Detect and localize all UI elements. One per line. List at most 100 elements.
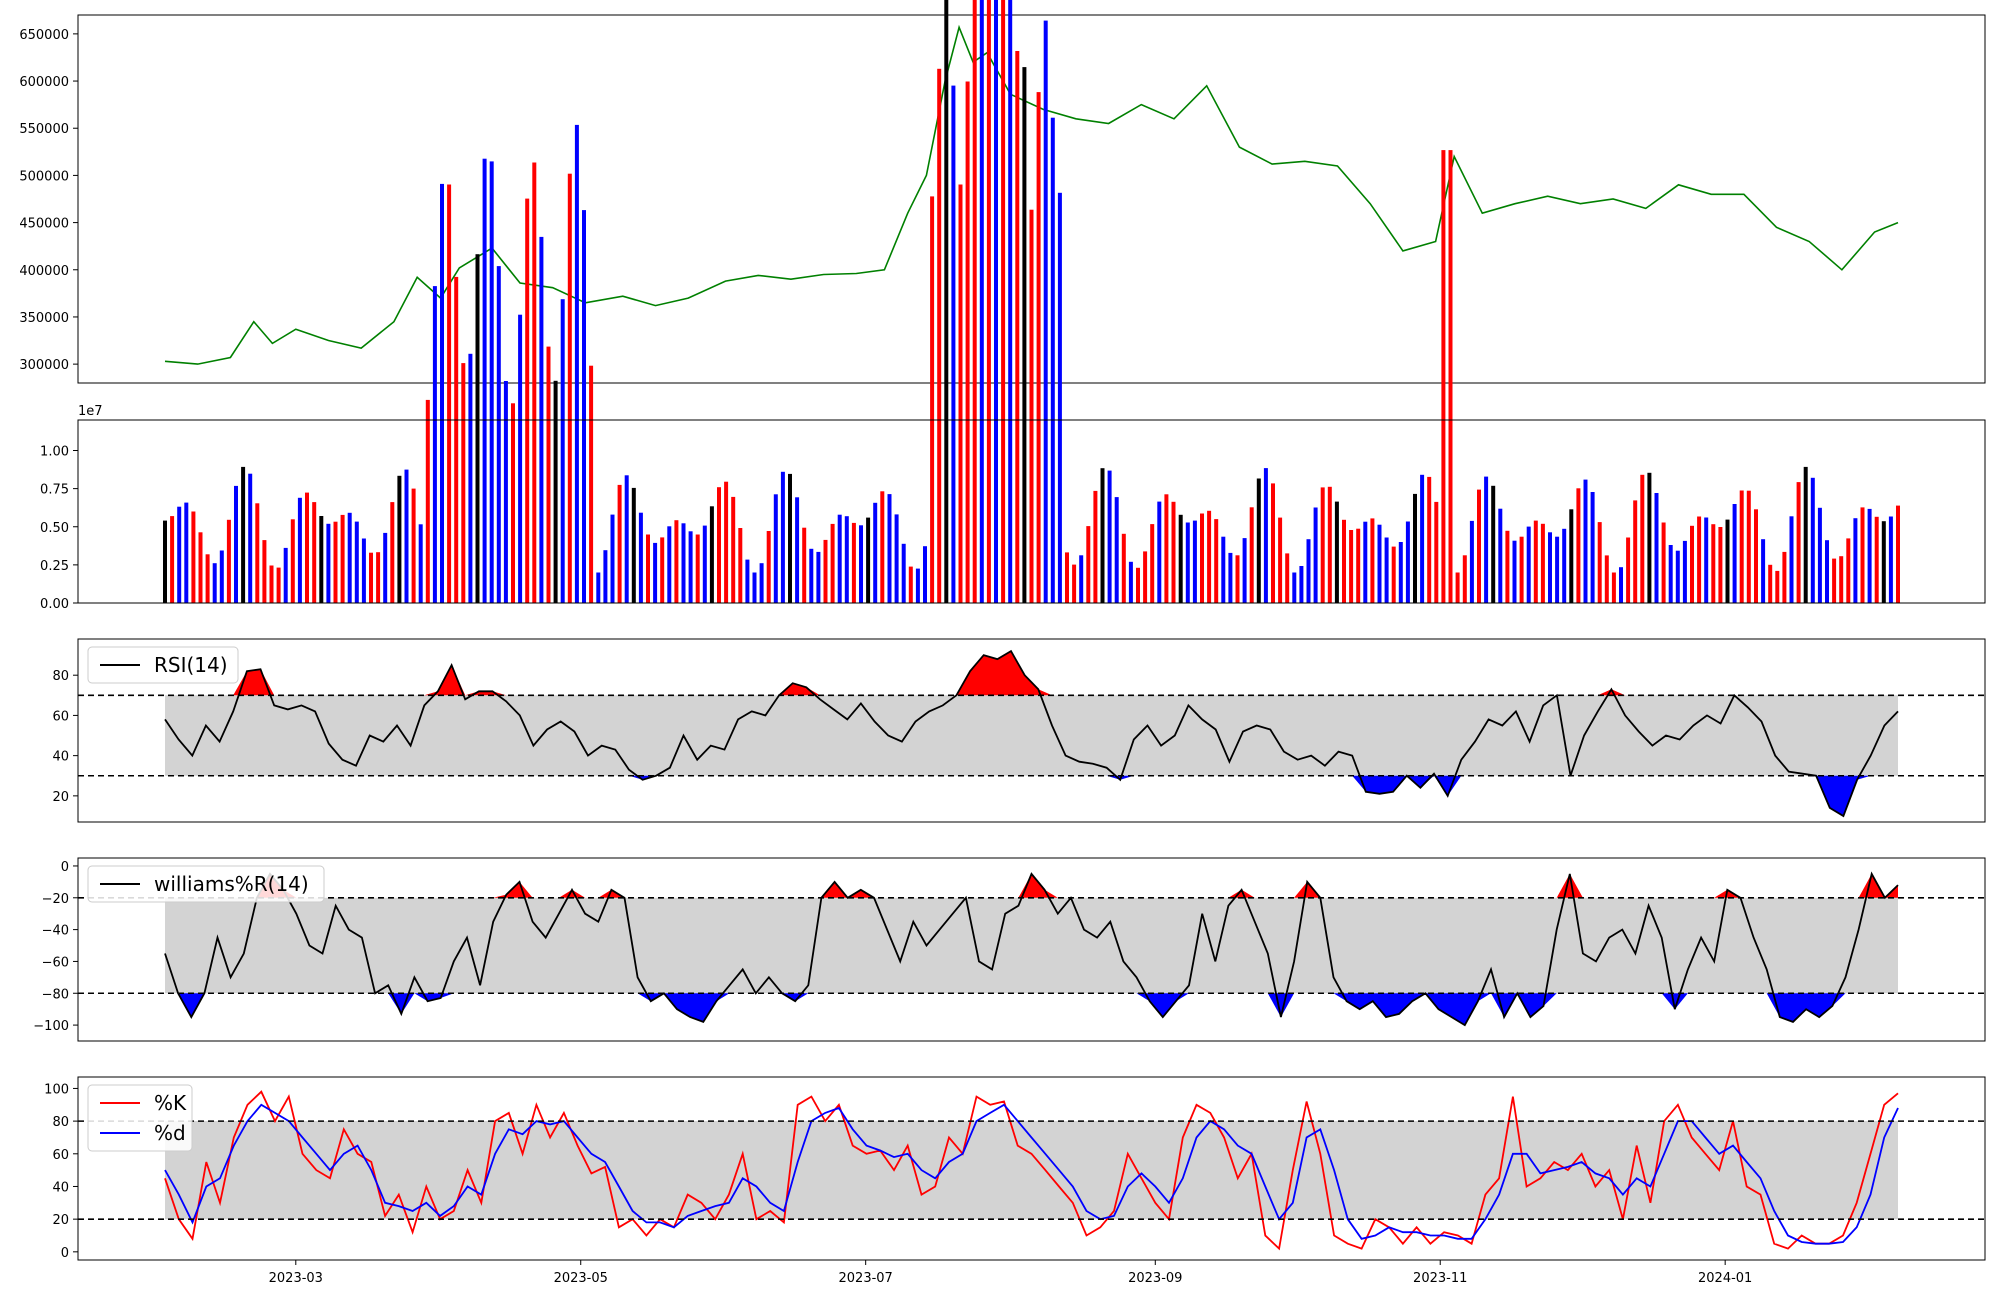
stochastic-panel: 0 20 40 60 80 100 %K %d <box>44 1076 1986 1261</box>
volume-bar <box>596 572 601 603</box>
volume-bar <box>1370 518 1375 603</box>
volume-bar <box>1704 517 1709 603</box>
y-tick-label: 400000 <box>19 264 69 279</box>
volume-bar <box>553 380 558 603</box>
volume-bar <box>1477 489 1481 603</box>
volume-bar <box>1725 519 1730 603</box>
volume-bar <box>496 266 501 603</box>
volume-bar <box>958 184 963 603</box>
volume-bar <box>390 502 395 603</box>
volume-panel: 1e7 0.00 0.25 0.50 0.75 1.00 <box>40 0 1986 612</box>
volume-bar <box>702 525 707 603</box>
volume-bar <box>297 497 302 603</box>
y-tick-label: −40 <box>42 924 69 939</box>
volume-bar <box>1001 0 1006 604</box>
volume-bar <box>1647 472 1652 603</box>
volume-bar <box>347 512 352 603</box>
volume-bar <box>1789 516 1794 603</box>
y-tick-label: 100 <box>44 1082 69 1097</box>
volume-bar <box>1526 526 1531 603</box>
volume-bar <box>1278 517 1283 603</box>
volume-bar <box>1178 514 1183 603</box>
volume-bar <box>511 403 515 603</box>
y-tick-label: 600000 <box>19 75 69 90</box>
volume-bars <box>163 0 1900 604</box>
volume-bar <box>937 68 942 604</box>
stochastic-plot <box>78 1090 1985 1251</box>
volume-bar <box>305 492 309 603</box>
volume-bar <box>1143 551 1148 603</box>
volume-bar <box>418 524 423 603</box>
volume-bar <box>1746 490 1751 603</box>
-k-line <box>164 1090 1899 1251</box>
volume-bar <box>901 543 906 603</box>
volume-bar <box>646 534 650 603</box>
williams-y-ticks: −100 −80 −60 −40 −20 0 <box>33 860 78 1034</box>
volume-bar <box>617 484 622 603</box>
volume-bar <box>241 466 246 603</box>
volume-bar <box>1285 553 1290 603</box>
volume-bar <box>823 539 828 603</box>
volume-bar <box>660 537 665 603</box>
y-tick-label: 0 <box>61 1246 69 1261</box>
volume-bar <box>447 184 452 603</box>
volume-bar <box>1249 507 1254 603</box>
volume-bar <box>404 469 409 603</box>
volume-bar <box>1682 540 1687 603</box>
overbought-fill <box>165 873 1898 898</box>
volume-bar <box>518 314 523 603</box>
volume-bar <box>1363 521 1368 603</box>
volume-bar <box>1313 507 1318 603</box>
y-tick-label: 650000 <box>19 28 69 43</box>
y-tick-label: 0.75 <box>40 483 69 498</box>
volume-bar <box>1583 479 1588 603</box>
volume-bar <box>930 196 935 603</box>
volume-bar <box>184 502 189 603</box>
volume-bar <box>1611 572 1616 603</box>
volume-bar <box>1469 520 1474 603</box>
volume-bar <box>1072 564 1077 603</box>
volume-bar <box>681 523 686 603</box>
volume-bar <box>1775 570 1780 603</box>
x-tick-label: 2023-07 <box>839 1271 893 1286</box>
volume-bar <box>1654 493 1659 603</box>
y-tick-label: 40 <box>52 750 69 765</box>
volume-bar <box>1093 490 1098 603</box>
volume-bar <box>361 538 366 603</box>
volume-bar <box>1732 504 1737 603</box>
volume-bar <box>226 519 231 603</box>
volume-bar <box>1136 567 1140 603</box>
volume-bar <box>1555 536 1560 603</box>
williams-legend-label: williams%R(14) <box>154 872 309 896</box>
williams-frame <box>77 857 1986 1042</box>
volume-bar <box>923 546 927 603</box>
volume-bar <box>1271 483 1275 603</box>
volume-bar <box>333 521 338 603</box>
y-tick-label: 60 <box>52 1148 69 1163</box>
volume-bar <box>1434 501 1439 603</box>
y-tick-label: 0.25 <box>40 559 69 574</box>
volume-bar <box>1200 513 1204 603</box>
y-tick-label: 60 <box>52 709 69 724</box>
volume-bar <box>1505 530 1510 603</box>
williams-legend: williams%R(14) <box>87 865 325 903</box>
volume-bar <box>788 473 792 603</box>
volume-bar <box>326 523 331 603</box>
volume-bar <box>1207 510 1212 603</box>
volume-bar <box>1164 494 1169 603</box>
volume-bar <box>1711 524 1716 603</box>
volume-bar <box>248 473 253 603</box>
volume-bar <box>688 531 693 603</box>
x-tick-label: 2023-11 <box>1413 1271 1467 1286</box>
volume-bar <box>1150 524 1155 603</box>
volume-bar <box>1214 519 1219 603</box>
volume-bar <box>354 521 359 603</box>
volume-bar <box>1128 561 1133 603</box>
y-tick-label: −20 <box>42 892 69 907</box>
volume-bar <box>567 173 572 603</box>
williams-r-14--line <box>164 871 1899 1027</box>
volume-bar <box>1562 528 1567 603</box>
volume-bar <box>1015 51 1020 603</box>
volume-bar <box>1050 117 1055 603</box>
y-tick-label: 20 <box>52 1213 69 1228</box>
